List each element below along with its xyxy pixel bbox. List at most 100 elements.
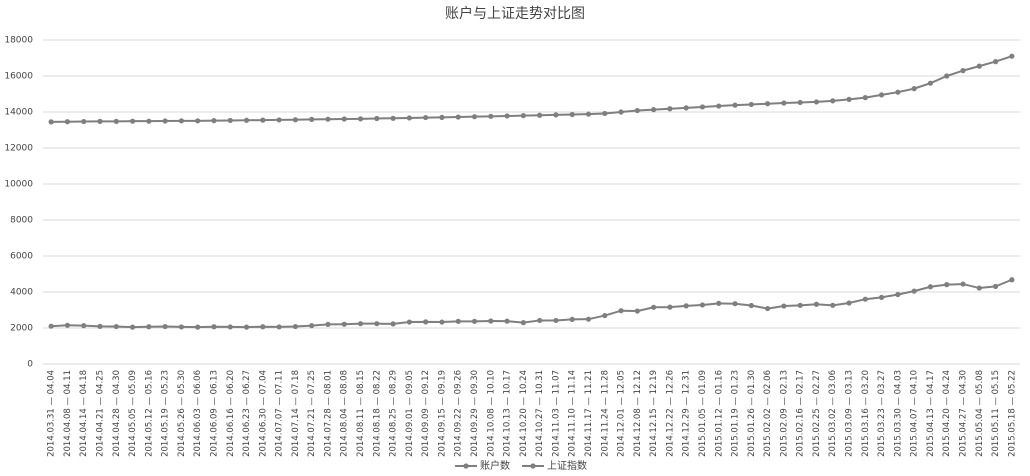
point — [211, 118, 217, 124]
point — [162, 118, 168, 124]
point — [830, 302, 836, 308]
point — [830, 98, 836, 104]
x-tick-label: 2015.01.12 — 01.16 — [714, 370, 724, 457]
point — [455, 114, 461, 120]
point — [357, 321, 364, 327]
point — [716, 103, 722, 109]
x-tick-label: 2015.02.25 — 02.27 — [812, 370, 822, 457]
point — [960, 281, 966, 287]
point — [195, 324, 201, 330]
legend-label: 账户数 — [480, 459, 510, 472]
point — [716, 300, 722, 306]
point — [341, 116, 347, 122]
point — [667, 304, 673, 310]
x-tick-label: 2014.08.25 — 08.29 — [389, 370, 399, 457]
x-tick-label: 2015.01.05 — 01.09 — [698, 370, 708, 457]
x-tick-label: 2014.12.22 — 12.26 — [665, 370, 675, 457]
x-tick-label: 2014.07.28 — 08.01 — [323, 370, 333, 457]
x-tick-label: 2015.02.02 — 02.06 — [763, 370, 773, 457]
x-tick-label: 2015.02.16 — 02.17 — [796, 370, 806, 457]
y-tick-label: 8000 — [10, 216, 33, 226]
point — [651, 304, 657, 310]
x-tick-label: 2015.04.07 — 04.10 — [910, 370, 920, 457]
x-tick-label: 2014.12.29 — 12.31 — [682, 370, 692, 457]
point — [976, 63, 982, 69]
y-tick-label: 2000 — [10, 324, 33, 334]
x-tick-label: 2014.06.30 — 07.04 — [258, 370, 268, 457]
point — [846, 96, 852, 102]
point — [944, 73, 950, 79]
x-tick-label: 2014.07.21 — 07.25 — [307, 370, 317, 457]
x-tick-label: 2014.09.15 — 09.19 — [437, 370, 447, 457]
x-tick-label: 2015.04.27 — 04.30 — [959, 370, 969, 457]
point — [471, 318, 478, 324]
point — [390, 115, 396, 121]
point — [423, 114, 429, 121]
x-tick-label: 2014.03.31 — 04.04 — [47, 370, 57, 457]
point — [553, 112, 559, 118]
point — [992, 59, 999, 65]
point — [683, 303, 689, 309]
x-tick-label: 2014.11.17 — 11.21 — [584, 370, 594, 457]
series-line — [51, 55, 1013, 123]
point — [569, 316, 575, 322]
x-tick-label: 2014.09.09 — 09.12 — [421, 370, 431, 457]
point — [732, 102, 738, 108]
point — [895, 89, 901, 95]
point — [781, 100, 787, 106]
y-tick-label: 4000 — [10, 288, 33, 298]
point — [325, 116, 331, 122]
point — [992, 283, 999, 290]
x-tick-label: 2014.10.13 — 10.17 — [503, 370, 513, 457]
x-tick-label: 2014.07.14 — 07.18 — [291, 370, 301, 457]
point — [911, 86, 917, 92]
point — [471, 114, 478, 120]
point — [911, 288, 917, 294]
point — [341, 321, 347, 327]
x-tick-label: 2014.06.16 — 06.20 — [226, 370, 236, 457]
x-tick-label: 2014.04.28 — 04.30 — [112, 370, 122, 457]
point — [211, 324, 217, 330]
point — [927, 80, 934, 86]
point — [732, 301, 738, 307]
point — [260, 324, 266, 330]
x-tick-label: 2014.12.08 — 12.12 — [633, 370, 643, 457]
point — [553, 317, 559, 324]
point — [765, 101, 771, 107]
point — [309, 323, 315, 329]
x-tick-label: 2014.11.03 — 11.07 — [551, 370, 561, 457]
x-tick-label: 2015.04.13 — 04.17 — [926, 370, 936, 457]
x-tick-label: 2014.09.22 — 09.26 — [454, 370, 464, 457]
point — [895, 291, 901, 298]
legend-label: 上证指数 — [547, 459, 587, 472]
point — [325, 321, 331, 327]
point — [585, 111, 592, 117]
x-tick-label: 2014.05.05 — 05.09 — [128, 370, 138, 457]
point — [113, 323, 119, 330]
x-tick-label: 2015.05.11 — 05.15 — [991, 370, 1001, 457]
point — [439, 114, 445, 120]
point — [748, 302, 754, 309]
point — [878, 92, 885, 98]
point — [227, 324, 233, 330]
x-tick-label: 2014.05.12 — 05.16 — [144, 370, 154, 457]
point — [797, 302, 803, 308]
point — [976, 285, 982, 291]
point — [129, 324, 136, 330]
point — [81, 118, 87, 125]
x-tick-label: 2015.03.02 — 03.06 — [828, 370, 838, 457]
point — [699, 302, 706, 308]
x-tick-label: 2015.05.18 — 05.22 — [1007, 370, 1017, 457]
point — [276, 324, 282, 330]
point — [406, 319, 412, 325]
point — [309, 116, 315, 122]
point — [602, 110, 608, 117]
point — [439, 319, 445, 325]
x-tick-label: 2014.04.08 — 04.11 — [63, 370, 73, 457]
x-tick-label: 2014.10.08 — 10.10 — [486, 370, 496, 457]
x-tick-label: 2014.10.27 — 10.31 — [535, 370, 545, 457]
point — [748, 101, 754, 108]
point — [781, 303, 787, 309]
x-tick-label: 2014.04.14 — 04.18 — [79, 370, 89, 457]
x-tick-label: 2014.09.29 — 09.30 — [470, 370, 480, 457]
